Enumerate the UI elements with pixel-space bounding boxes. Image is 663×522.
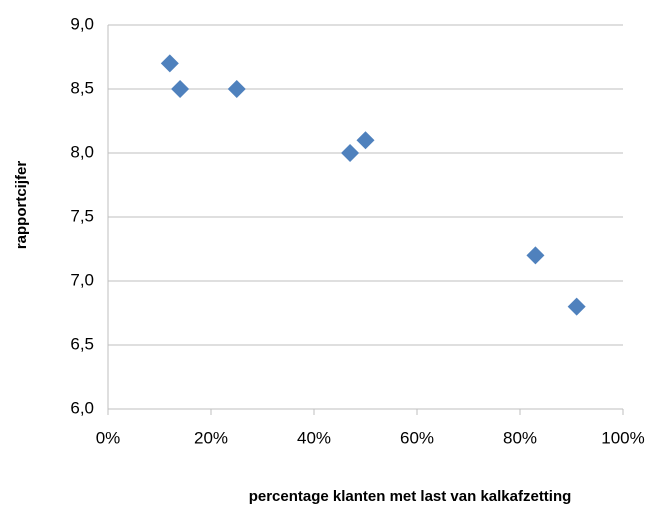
point [171,80,190,98]
x-tick-label: 20% [194,428,228,447]
y-tick-label: 7,5 [70,206,94,225]
x-tick-label: 80% [503,428,537,447]
x-tick-label: 0% [96,428,121,447]
x-tick-label: 60% [400,428,434,447]
y-axis-title: rapportcijfer [13,161,30,250]
y-tick-label: 8,0 [70,142,94,161]
point [341,144,360,162]
x-tick-label: 40% [297,428,331,447]
x-tick-label: 100% [601,428,644,447]
y-tick-label: 6,0 [70,398,94,417]
point [227,80,246,98]
point [356,131,375,150]
y-tick-label: 7,0 [70,270,94,289]
y-tick-label: 8,5 [70,78,94,97]
x-axis-title: percentage klanten met last van kalkafze… [249,488,572,505]
point [526,246,545,265]
point [160,54,179,73]
point [567,297,586,316]
y-tick-label: 9,0 [70,14,94,33]
y-tick-label: 6,5 [70,334,94,353]
